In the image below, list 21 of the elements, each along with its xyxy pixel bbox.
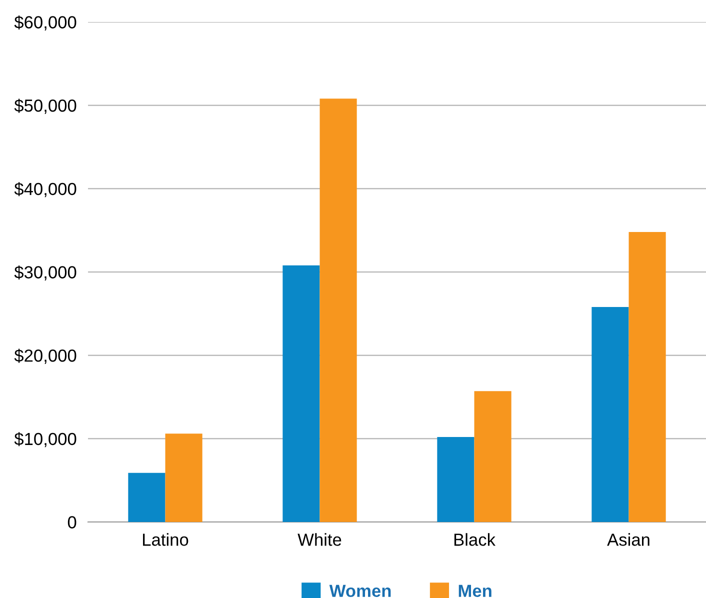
bar [320,98,357,522]
y-tick-label: $10,000 [14,432,76,448]
x-tick-label: Latino [143,533,188,546]
bar [437,437,474,522]
bar [474,391,512,522]
y-tick-label: $50,000 [14,98,76,114]
x-tick-label: White [298,533,342,546]
bar [282,265,320,522]
bar [628,232,666,522]
y-tick-label: 0 [68,516,76,528]
bar [165,434,202,522]
x-tick-label: Black [454,533,496,546]
y-tick-label: $20,000 [14,348,76,364]
bar [128,472,166,522]
legend-label: Men [458,584,492,598]
y-tick-label: $40,000 [14,182,76,198]
y-tick-label: $30,000 [14,265,76,281]
x-tick-label: Asian [607,533,650,546]
y-tick-label: $60,000 [14,15,76,31]
bar [592,307,629,522]
legend-label: Women [329,584,391,598]
